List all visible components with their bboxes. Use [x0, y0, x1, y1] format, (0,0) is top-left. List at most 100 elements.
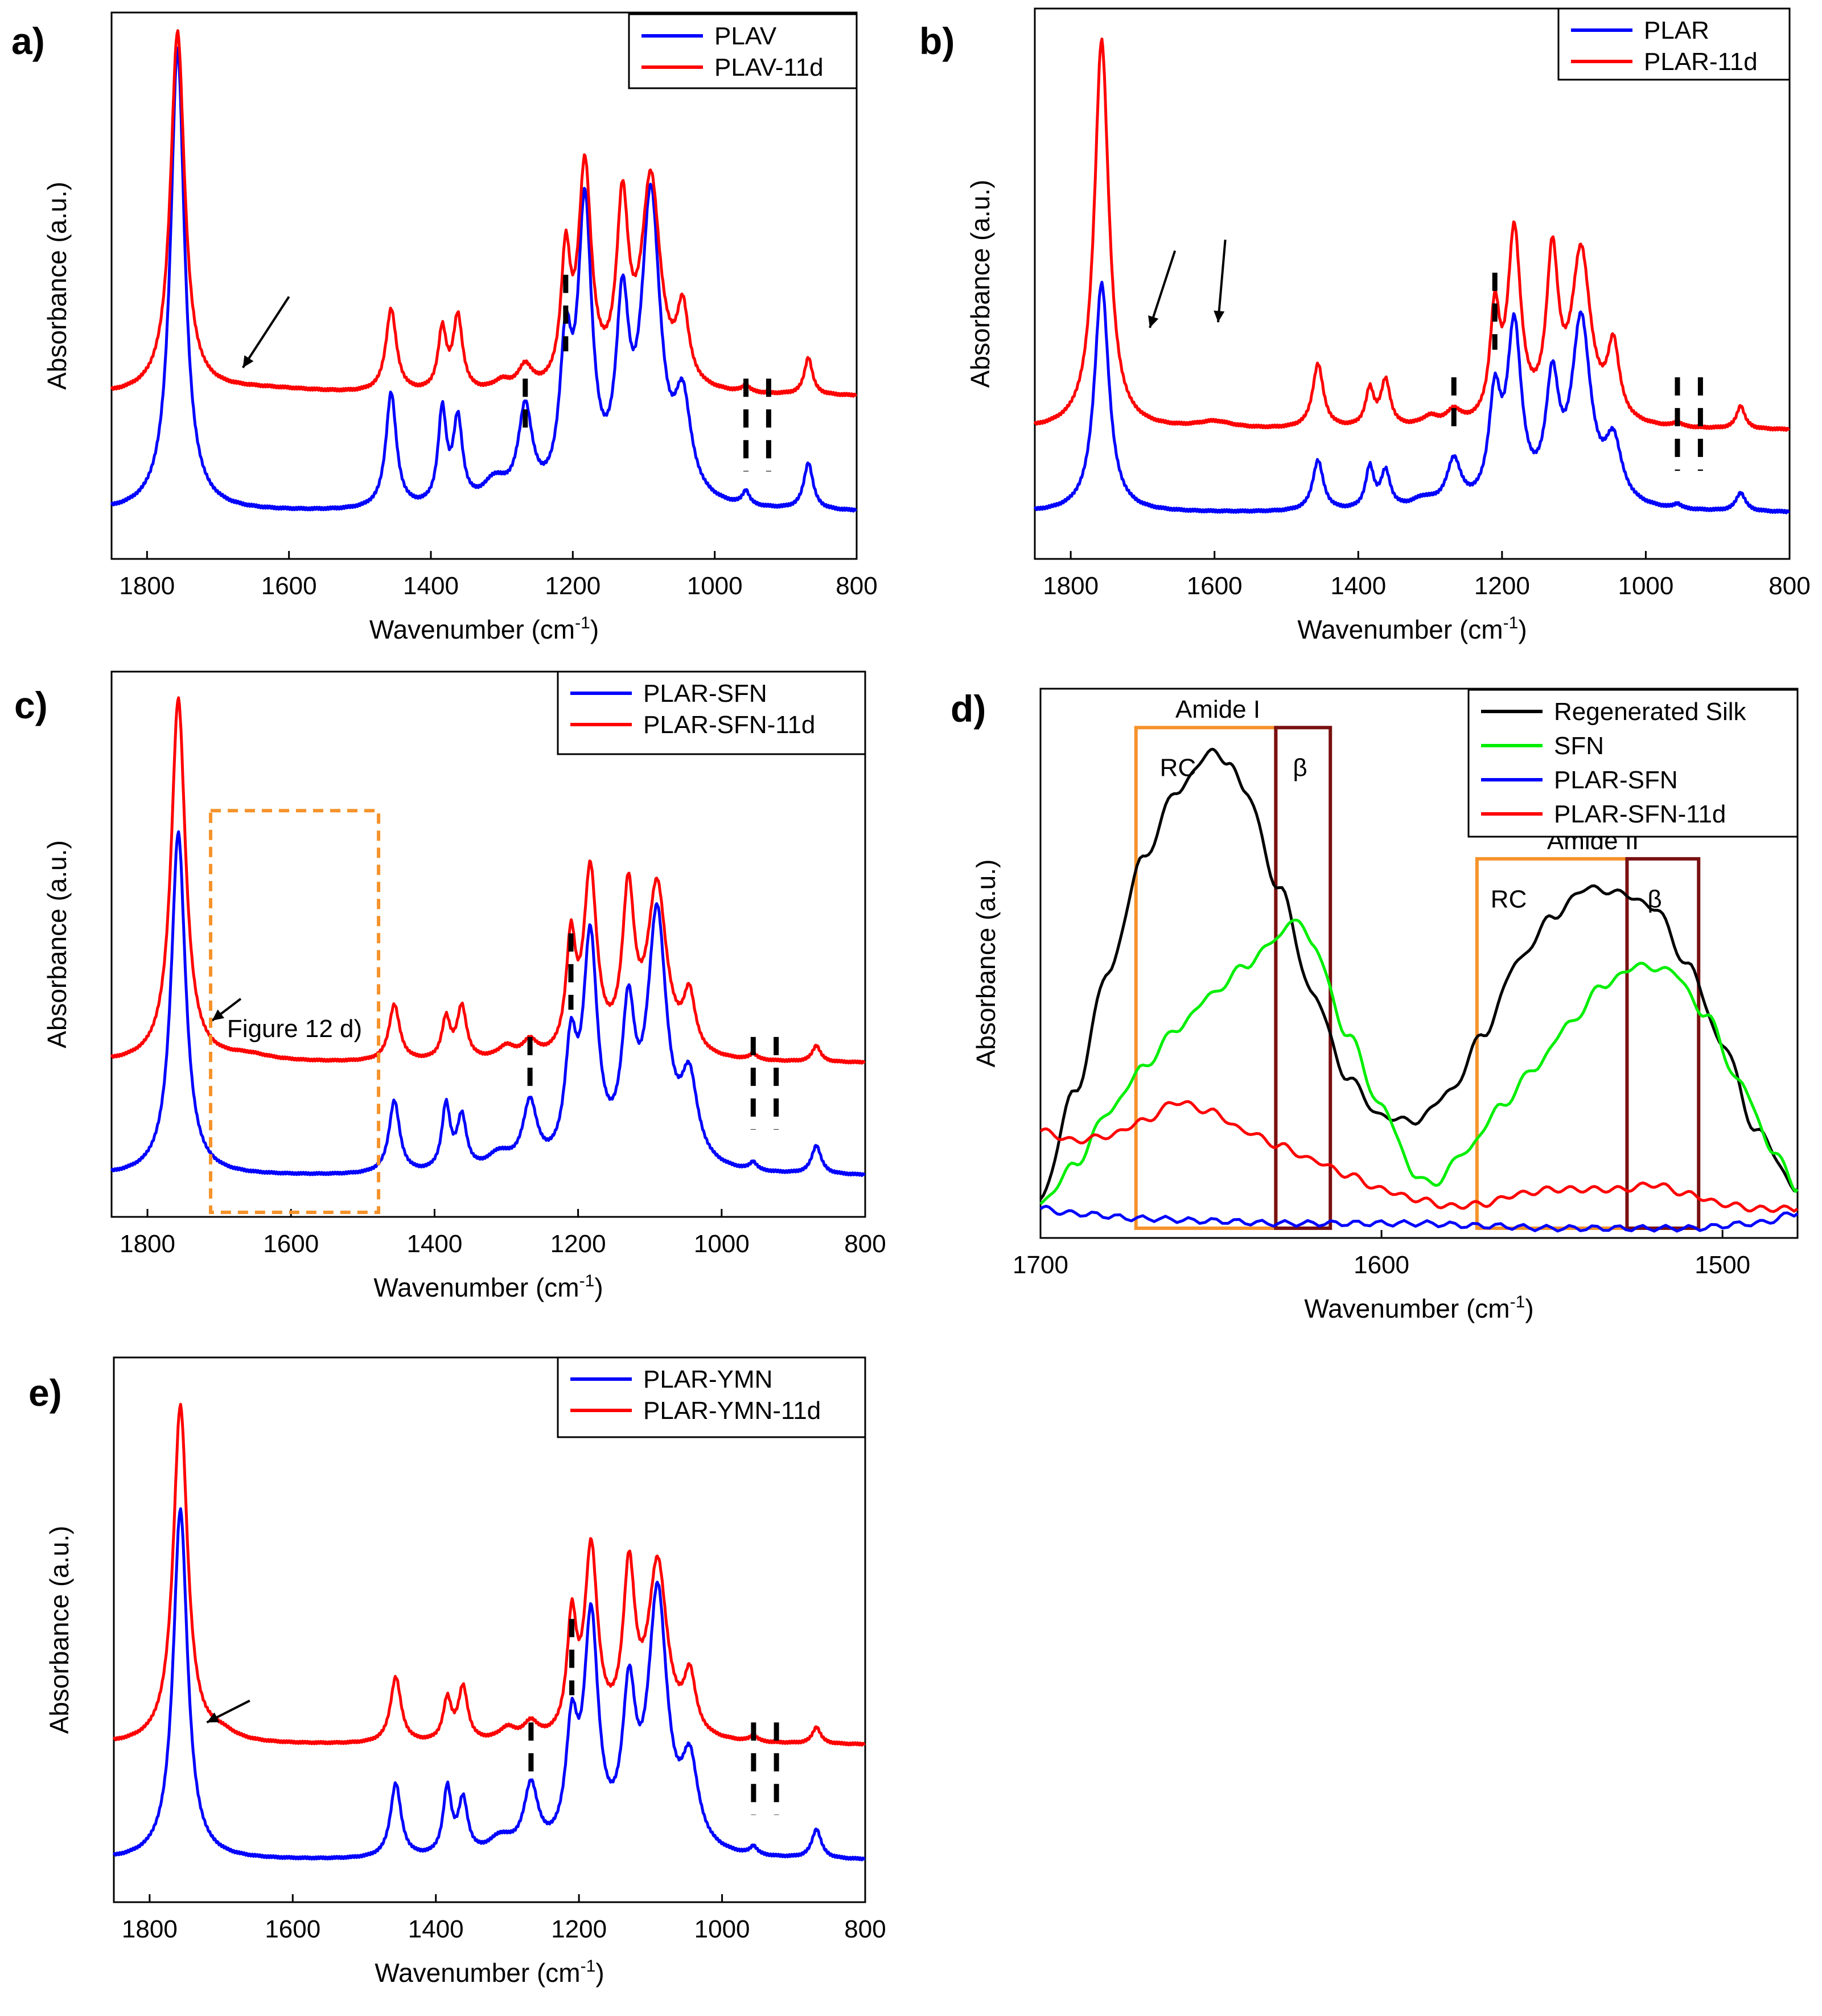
- x-tick-label: 1400: [1330, 572, 1386, 600]
- legend: Regenerated Silk SFN PLAR-SFN PLAR-SFN-11d: [1467, 689, 1799, 838]
- plot-frame: [113, 1356, 866, 1903]
- series-line-plar: [1033, 281, 1790, 515]
- x-tick-label: 1400: [408, 1915, 464, 1943]
- x-tick-label: 1000: [694, 1915, 750, 1943]
- legend-entry: PLAR-YMN: [643, 1365, 772, 1393]
- series-line-plar-sfn-11d: [110, 696, 866, 1065]
- x-tick-label: 1000: [694, 1230, 750, 1258]
- x-tick-label: 1700: [1013, 1251, 1068, 1279]
- plot-frame: [1034, 7, 1791, 560]
- panel-e: 1800 1600 1400 1200 1000 800 PLAR-YMN PLAR-YMN-…: [28, 1356, 886, 1988]
- x-tick-label: 1600: [1187, 572, 1243, 600]
- arrow-line: [1149, 250, 1177, 328]
- rc-box-amide1: [1134, 726, 1278, 1230]
- legend-entry: PLAR-SFN-11d: [1554, 800, 1726, 828]
- arrow-line: [241, 296, 290, 369]
- x-axis-label: Wavenumber (cm-1): [373, 1272, 603, 1302]
- amide1-label: Amide I: [1175, 696, 1260, 723]
- x-tick-label: 800: [844, 1230, 886, 1258]
- x-axis-label: Wavenumber (cm-1): [1304, 1293, 1533, 1323]
- panel-label: d): [951, 688, 986, 730]
- rc-label: RC: [1160, 754, 1196, 782]
- series-line-plar-sfn: [110, 830, 866, 1177]
- plot-frame: [110, 11, 858, 560]
- x-axis-label: Wavenumber (cm-1): [369, 614, 599, 644]
- series-line-plar-11d: [1033, 38, 1790, 432]
- arrow-head: [242, 355, 254, 368]
- panel-label: c): [14, 684, 48, 726]
- x-tick-label: 1600: [263, 1230, 319, 1258]
- legend: PLAR-SFN PLAR-SFN-11d: [557, 670, 866, 755]
- rc-label: RC: [1491, 885, 1527, 913]
- legend-entry: PLAV-11d: [714, 54, 824, 81]
- legend-entry: PLAR-YMN-11d: [643, 1397, 821, 1425]
- series-line-plar-ymn-11d: [112, 1402, 866, 1747]
- plot-frame: [110, 670, 866, 1218]
- y-axis-label: Absorbance (a.u.): [42, 182, 72, 390]
- legend-entry: PLAV: [714, 22, 777, 50]
- y-axis-label: Absorbance (a.u.): [44, 1526, 74, 1734]
- legend-box: [628, 13, 858, 89]
- legend-box: [557, 670, 866, 755]
- y-axis-label: Absorbance (a.u.): [965, 180, 995, 388]
- y-axis-label: Absorbance (a.u.): [971, 859, 1001, 1068]
- series-line-plar-sfn-11d: [1039, 1100, 1799, 1213]
- arrow-head: [207, 1712, 220, 1723]
- x-tick-label: 1600: [261, 572, 317, 600]
- arrow-line: [1217, 239, 1227, 323]
- arrow-head: [1214, 310, 1225, 323]
- x-tick-label: 1200: [545, 572, 601, 600]
- legend-entry: Regenerated Silk: [1554, 698, 1747, 726]
- panel-c: 1800 1600 1400 1200 1000 800 Figure 12 d) PLAR-…: [14, 670, 886, 1302]
- x-tick-label: 1400: [403, 572, 459, 600]
- x-tick-label: 800: [836, 572, 877, 600]
- x-tick-label: 1600: [265, 1915, 320, 1943]
- x-tick-label: 1800: [122, 1915, 178, 1943]
- plot-frame: [1039, 688, 1799, 1239]
- series-line-plar-sfn: [1039, 1204, 1799, 1233]
- series-line-regenerated-silk: [1039, 747, 1798, 1200]
- x-tick-label: 1200: [551, 1915, 607, 1943]
- x-tick-label: 800: [844, 1915, 886, 1943]
- x-tick-label: 1800: [120, 1230, 175, 1258]
- legend-entry: PLAR-11d: [1644, 48, 1758, 76]
- x-tick-label: 1600: [1354, 1251, 1409, 1279]
- legend-entry: PLAR: [1644, 17, 1709, 44]
- legend: PLAR-YMN PLAR-YMN-11d: [557, 1356, 866, 1438]
- x-tick-label: 1400: [406, 1230, 462, 1258]
- beta-box-amide1: [1274, 726, 1332, 1230]
- x-tick-label: 1200: [550, 1230, 606, 1258]
- legend-entry: SFN: [1554, 732, 1604, 760]
- zoom-box: [209, 809, 381, 1215]
- legend-box: [1557, 7, 1791, 81]
- arrow-head: [1148, 315, 1159, 328]
- panel-b: 1800 1600 1400 1200 1000 800 PLAR PLAR-11d b) Wav…: [919, 7, 1811, 644]
- series-line-plar-ymn: [112, 1507, 866, 1862]
- legend-box: [557, 1356, 866, 1438]
- series-line-sfn: [1039, 919, 1799, 1206]
- panel-label: b): [919, 20, 955, 62]
- beta-label: β: [1293, 754, 1307, 782]
- panel-a: 1800 1600 1400 1200 1000 800 PLAV PLAV-11d a) Wav…: [11, 11, 878, 644]
- legend: PLAR PLAR-11d: [1557, 7, 1791, 81]
- x-tick-label: 800: [1768, 572, 1810, 600]
- x-tick-label: 1200: [1474, 572, 1530, 600]
- panel-label: e): [28, 1372, 62, 1414]
- x-tick-label: 1000: [687, 572, 743, 600]
- legend: PLAV PLAV-11d: [628, 13, 858, 89]
- zoom-box-label: Figure 12 d): [227, 1015, 362, 1043]
- panel-label: a): [11, 20, 45, 62]
- x-tick-label: 1800: [1043, 572, 1099, 600]
- series-line-plav: [110, 46, 857, 513]
- x-axis-label: Wavenumber (cm-1): [1297, 614, 1527, 644]
- x-tick-label: 1800: [119, 572, 175, 600]
- x-tick-label: 1500: [1694, 1251, 1750, 1279]
- legend-entry: PLAR-SFN: [643, 680, 767, 707]
- series-line-plav-11d: [110, 29, 857, 398]
- arrow-head: [212, 1009, 225, 1021]
- y-axis-label: Absorbance (a.u.): [42, 840, 72, 1048]
- legend-entry: PLAR-SFN-11d: [643, 711, 815, 739]
- legend-entry: PLAR-SFN: [1554, 766, 1678, 794]
